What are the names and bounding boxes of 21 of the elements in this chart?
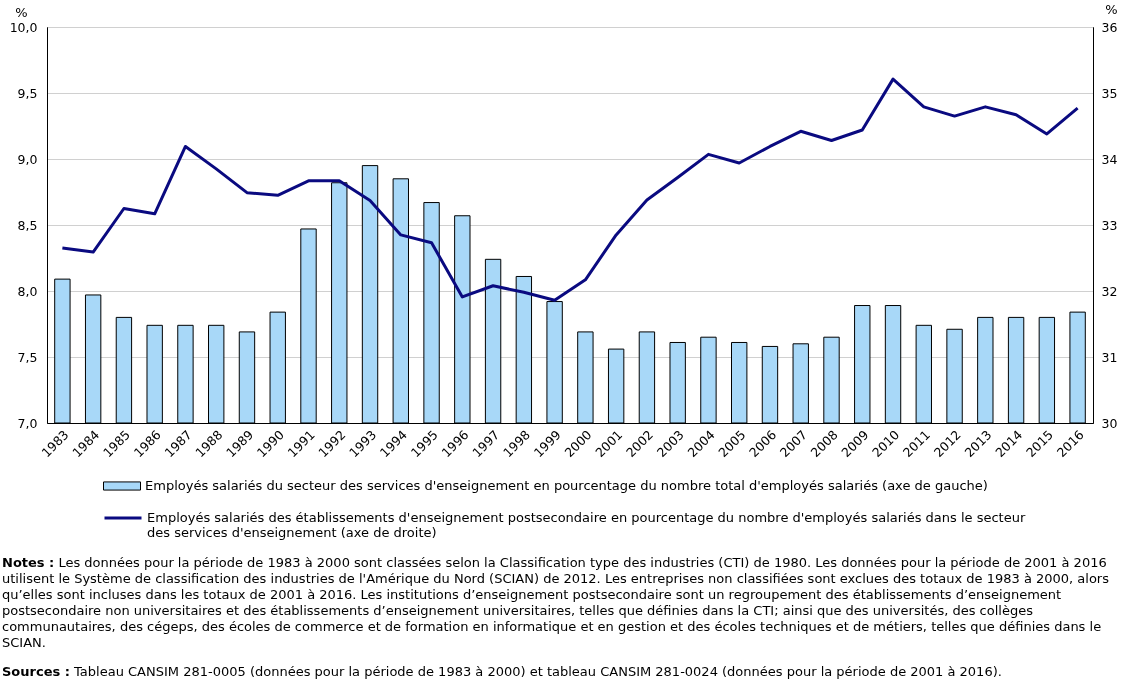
y2-tick-label: 32 [1101,283,1118,299]
y2-tick-label: 34 [1101,151,1118,167]
y2-tick-label: 31 [1101,349,1118,365]
y2-tick-label: 30 [1101,415,1118,431]
text: Notes : Les données pour la période de 1983 à 2000 sont classées selon la Classification type des industries (CTI) de 1980. Les données pour la période de 2001 à 2016 utilisent le Système de classification des industries de l'Amérique du Nord (SCIAN) de 2012. Les entreprises non classifiées sont exclues des totaux de 1983 à 2000, alors qu’elles sont incluses dans les totaux de 2001 à 2016. Les institutions d’enseignement postsecondaire sont un regroupement des établissements d’enseignement postsecondaire non universitaires et des établissements d’enseignement universitaires, telles que définies dans la CTI; ainsi que des universités, des collèges communautaires, des cégeps, des écoles de commerce et de formation en informatique et en gestion et des écoles techniques et de métiers, telles que définies dans le SCIAN. [2,555,1110,651]
legend-label: Employés salariés du secteur des services d'enseignement en pourcentage du nombre total d'employés salariés (axe de gauche) [145,478,988,493]
y-tick-label: 7,5 [17,349,38,365]
line-series [60,77,1080,302]
y-tick-label: 8,5 [17,217,38,233]
legend-label: Employés salariés des établissements d'enseignement postsecondaire en pourcentage du nombre d'employés salariés dans le secteur des services d'enseignement (axe de droite) [147,510,1026,540]
y-axis-title: % [15,4,28,20]
y2-tick-label: 33 [1101,217,1118,233]
y-tick-label: 7,0 [17,415,38,431]
y2-tick-label: 35 [1101,85,1118,101]
y-tick-label: 8,0 [17,283,38,299]
y-tick-label: 9,5 [17,85,38,101]
y2-axis-title: % [1105,1,1118,17]
source-note: Sources : Tableau CANSIM 281-0005 (données pour la période de 1983 à 2000) et tableau CANSIM 281-0024 (données pour la période de 2001 à 2016). [2,664,1003,680]
y-tick-label: 9,0 [17,151,38,167]
y2-tick-label: 36 [1101,19,1118,35]
y-tick-label: 10,0 [9,19,38,35]
